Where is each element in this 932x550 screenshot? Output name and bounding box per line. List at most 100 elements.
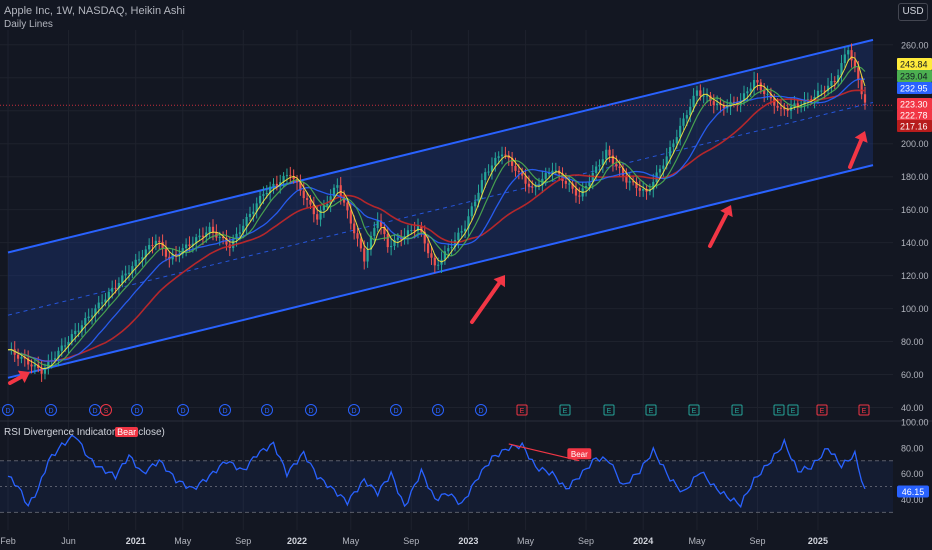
candle-body — [27, 358, 30, 365]
arrow-head — [854, 131, 868, 143]
dividend-marker[interactable]: D — [432, 404, 444, 416]
price-label-badge — [897, 58, 932, 70]
time-tick-label: Sep — [403, 536, 419, 546]
candle-body — [695, 90, 699, 96]
candle-body — [309, 199, 312, 205]
candle-body — [356, 233, 359, 239]
earnings-icon — [858, 404, 870, 416]
marker-letter: E — [520, 408, 525, 415]
price-label-text: 232.95 — [900, 84, 928, 94]
candle-body — [833, 80, 836, 83]
candle-body — [376, 220, 379, 229]
earnings-marker[interactable]: E — [645, 404, 657, 416]
earnings-icon — [731, 404, 743, 416]
price-label-text: 217.16 — [900, 122, 928, 132]
candle-body — [527, 183, 531, 187]
candle-body — [396, 237, 399, 240]
candle-body — [141, 257, 144, 260]
candle-body — [306, 198, 309, 200]
earnings-icon — [816, 404, 828, 416]
dividend-marker[interactable]: D — [390, 404, 402, 416]
price-tick-label: 180.00 — [901, 172, 929, 182]
candle-body — [148, 245, 151, 250]
candle-body — [262, 194, 265, 196]
earnings-marker[interactable]: E — [559, 404, 571, 416]
candle-body — [551, 170, 554, 173]
candle-body — [843, 54, 846, 64]
split-icon — [100, 404, 112, 416]
candle-body — [588, 182, 591, 186]
candle-body — [164, 248, 168, 257]
dividend-icon — [305, 404, 317, 416]
dividend-marker[interactable]: D — [348, 404, 360, 416]
candle-body — [699, 90, 702, 96]
candle-body — [97, 302, 100, 309]
dividend-marker[interactable]: D — [305, 404, 317, 416]
candle-body — [746, 91, 749, 94]
earnings-marker[interactable]: E — [816, 404, 828, 416]
candle-body — [289, 175, 292, 177]
candle-body — [77, 330, 80, 332]
marker-letter: E — [862, 408, 867, 415]
dividend-marker[interactable]: D — [475, 404, 487, 416]
candle-body — [749, 88, 752, 92]
dividend-marker[interactable]: D — [131, 404, 143, 416]
candle-body — [336, 185, 339, 188]
currency-button[interactable]: USD — [898, 3, 928, 21]
earnings-marker[interactable]: E — [731, 404, 743, 416]
rsi-tick-label: 100.00 — [901, 418, 929, 428]
candle-body — [60, 345, 63, 351]
dividend-icon — [390, 404, 402, 416]
candle-body — [531, 186, 534, 188]
earnings-icon — [773, 404, 785, 416]
candle-body — [127, 272, 131, 274]
bear-badge — [567, 448, 592, 460]
candle-body — [252, 211, 255, 214]
dividend-marker[interactable]: D — [177, 404, 189, 416]
earnings-marker[interactable]: E — [858, 404, 870, 416]
candle-body — [188, 244, 191, 246]
candle-body — [830, 80, 833, 86]
candle-body — [534, 185, 537, 188]
candle-body — [494, 157, 497, 166]
candle-body — [94, 308, 97, 316]
candle-body — [578, 195, 581, 197]
marker-letter: D — [134, 408, 139, 415]
candle-body — [275, 183, 278, 186]
arrow-shaft — [848, 138, 864, 169]
earnings-icon — [645, 404, 657, 416]
earnings-marker[interactable]: E — [603, 404, 615, 416]
time-axis[interactable]: Feb Jun 2021 May Sep 2022 May Sep 2023 May Sep 2024… — [0, 536, 828, 546]
price-tick-label: 260.00 — [901, 40, 929, 50]
candle-body — [450, 247, 453, 249]
candle-body — [285, 175, 289, 177]
candle-body — [80, 325, 84, 331]
earnings-marker[interactable]: E — [773, 404, 785, 416]
dividend-marker[interactable]: D — [89, 404, 101, 416]
dividend-marker[interactable]: D — [261, 404, 273, 416]
candle-body — [564, 181, 567, 184]
candle-body — [658, 168, 662, 173]
dividend-marker[interactable]: D — [2, 404, 14, 416]
time-tick-label: 2025 — [808, 536, 828, 546]
candle-body — [235, 233, 238, 239]
earnings-marker[interactable]: E — [787, 404, 799, 416]
candle-body — [776, 105, 779, 108]
candle-body — [786, 109, 789, 111]
dividend-marker[interactable]: D — [45, 404, 57, 416]
time-tick-label: Feb — [0, 536, 16, 546]
candle-body — [342, 196, 346, 203]
candle-body — [379, 220, 383, 227]
earnings-marker[interactable]: E — [688, 404, 700, 416]
price-axis[interactable]: 260.00240.00220.00200.00180.00160.00140.… — [901, 40, 929, 413]
moving-average-line — [7, 78, 866, 362]
candle-body — [447, 248, 450, 252]
earnings-marker[interactable]: E — [516, 404, 528, 416]
marker-letter: D — [222, 408, 227, 415]
split-marker[interactable]: S — [100, 404, 112, 416]
marker-letter: D — [180, 408, 185, 415]
dividend-marker[interactable]: D — [219, 404, 231, 416]
marker-letter: D — [264, 408, 269, 415]
